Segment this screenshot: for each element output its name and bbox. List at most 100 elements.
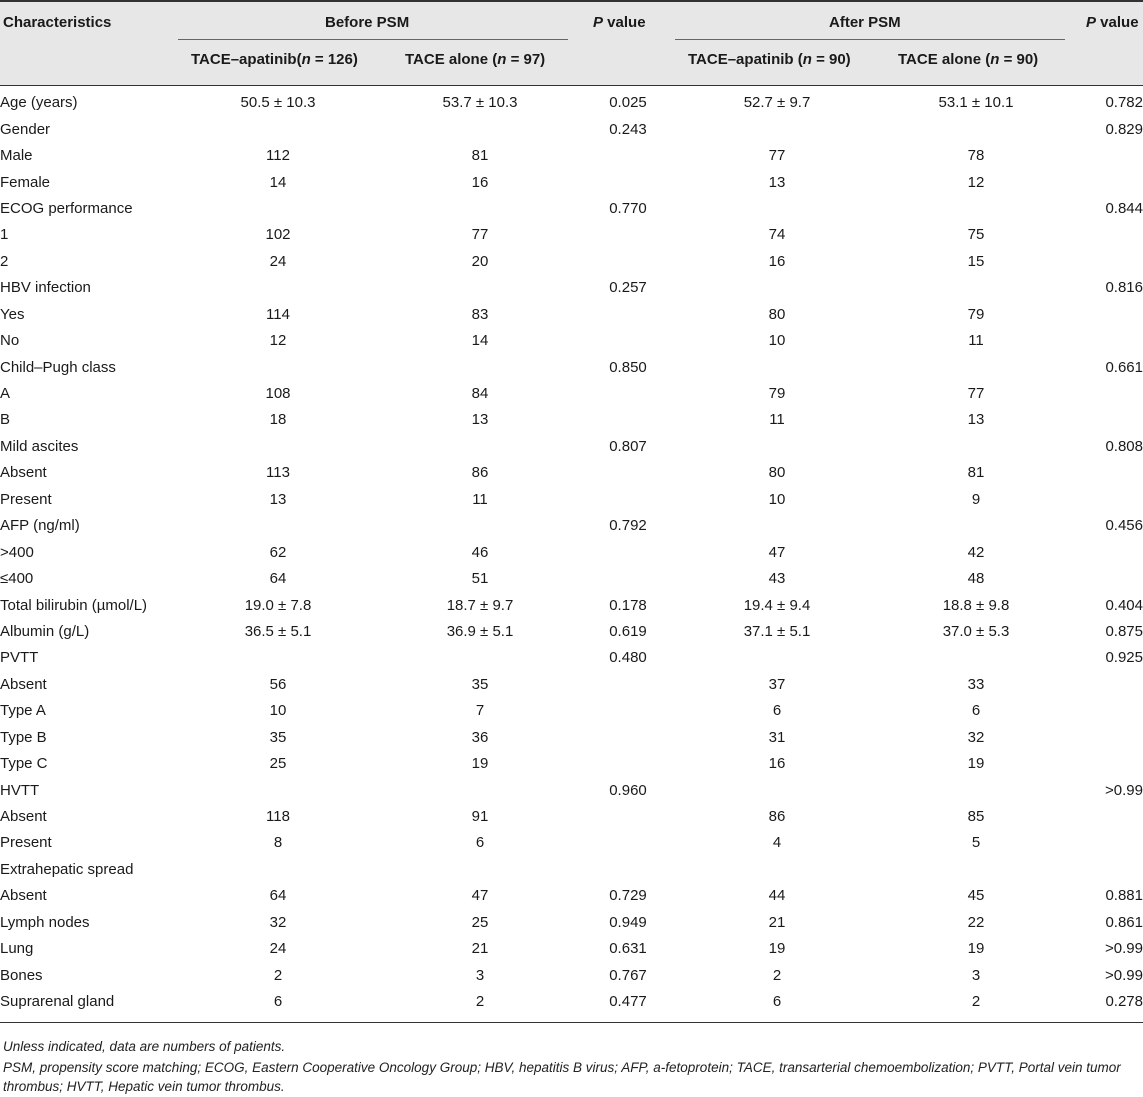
table-cell: 20 (471, 252, 489, 270)
table-cell: 83 (471, 305, 489, 323)
table-cell (582, 222, 674, 248)
table-cell (1072, 381, 1143, 407)
table-cell: 3 (475, 966, 485, 984)
header-after-apatinib: TACE–apatinib (n = 90) (688, 51, 851, 68)
table-cell: 0.861 (1105, 913, 1143, 931)
table-cell: 53.1 ± 10.1 (938, 94, 1014, 112)
row-label: Suprarenal gland (0, 993, 115, 1011)
table-cell (178, 645, 378, 671)
row-label: Yes (0, 305, 25, 323)
row-label: Absent (0, 887, 47, 905)
table-cell (378, 857, 582, 883)
header-after-alone: TACE alone (n = 90) (898, 51, 1039, 68)
header-rule (0, 85, 1143, 86)
table-cell (378, 513, 582, 539)
table-row: Present 13 11 10 9 (0, 487, 1143, 513)
table-cell (378, 777, 582, 803)
table-cell: 48 (967, 570, 985, 588)
table-row: Absent 64 47 0.729 44 45 0.881 (0, 883, 1143, 909)
row-label: Gender (0, 120, 51, 138)
table-cell (1072, 539, 1143, 565)
table-cell: 16 (768, 755, 786, 773)
table-cell: 43 (768, 570, 786, 588)
row-label: Present (0, 834, 52, 852)
table-cell: 47 (768, 543, 786, 561)
row-label: >400 (0, 543, 34, 561)
table-cell (178, 354, 378, 380)
table-cell: 79 (768, 385, 786, 403)
table-cell: 46 (471, 543, 489, 561)
table-cell: 18.8 ± 9.8 (942, 596, 1010, 614)
header-after-psm: After PSM (829, 14, 901, 31)
row-label: Absent (0, 464, 47, 482)
table-cell: 75 (967, 226, 985, 244)
table-cell: 8 (273, 834, 283, 852)
table-row: ECOG performance 0.770 0.844 (0, 196, 1143, 222)
table-cell (880, 116, 1072, 142)
table-cell: 108 (265, 385, 291, 403)
table-row: Absent 118 91 86 85 (0, 804, 1143, 830)
table-cell: 112 (266, 147, 290, 165)
header-before-psm: Before PSM (325, 14, 410, 31)
row-label: Absent (0, 808, 47, 826)
table-cell: 12 (269, 332, 287, 350)
table-row: B 18 13 11 13 (0, 407, 1143, 433)
table-cell: 80 (768, 464, 786, 482)
row-label: AFP (ng/ml) (0, 517, 80, 535)
table-cell: 36.9 ± 5.1 (446, 622, 514, 640)
table-cell: 24 (269, 940, 287, 958)
table-cell (674, 196, 880, 222)
table-cell: 32 (269, 913, 287, 931)
table-cell: 16 (768, 252, 786, 270)
table-cell (880, 513, 1072, 539)
table-cell: 19.0 ± 7.8 (244, 596, 312, 614)
table-cell: 19 (768, 940, 786, 958)
table-cell: 79 (967, 305, 985, 323)
table-row: Mild ascites 0.807 0.808 (0, 434, 1143, 460)
table-cell (582, 566, 674, 592)
table-cell: 19 (967, 940, 985, 958)
table-cell: 81 (967, 464, 985, 482)
table-cell: 6 (971, 702, 981, 720)
row-label: Mild ascites (0, 437, 79, 455)
table-cell: 56 (269, 675, 287, 693)
table-cell (674, 645, 880, 671)
table-cell (880, 777, 1072, 803)
table-cell: 0.243 (609, 120, 647, 138)
table-cell (582, 698, 674, 724)
table-cell: 86 (471, 464, 489, 482)
table-cell (378, 196, 582, 222)
table-row: PVTT 0.480 0.925 (0, 645, 1143, 671)
table-cell: >0.99 (1105, 781, 1143, 799)
table-cell (674, 434, 880, 460)
table-cell: 13 (269, 490, 287, 508)
table-cell: 0.949 (609, 913, 647, 931)
table-cell (674, 354, 880, 380)
table-cell: 53.7 ± 10.3 (442, 94, 518, 112)
table-row: HVTT 0.960 >0.99 (0, 777, 1143, 803)
table-cell: 64 (269, 570, 287, 588)
table-cell (178, 777, 378, 803)
table-cell: 0.816 (1105, 279, 1143, 297)
table-cell: 113 (266, 464, 290, 482)
table-cell: 33 (967, 675, 985, 693)
table-row: Absent 56 35 37 33 (0, 672, 1143, 698)
table-cell (178, 116, 378, 142)
table-cell: 21 (471, 940, 489, 958)
header-characteristics: Characteristics (3, 14, 112, 31)
table-cell: 37.0 ± 5.3 (942, 622, 1010, 640)
table-row: 1 102 77 74 75 (0, 222, 1143, 248)
table-cell: 12 (967, 173, 985, 191)
table-cell: 0.881 (1105, 887, 1143, 905)
table-cell: 0.844 (1105, 199, 1143, 217)
table-cell: 64 (269, 887, 287, 905)
table-cell: 6 (273, 993, 283, 1011)
table-cell: 0.770 (609, 199, 647, 217)
table-cell (378, 645, 582, 671)
table-cell (178, 196, 378, 222)
table-cell (582, 302, 674, 328)
table-cell (582, 830, 674, 856)
table-cell: 15 (967, 252, 985, 270)
header-before-apatinib: TACE–apatinib(n = 126) (191, 51, 358, 68)
table-cell (674, 116, 880, 142)
